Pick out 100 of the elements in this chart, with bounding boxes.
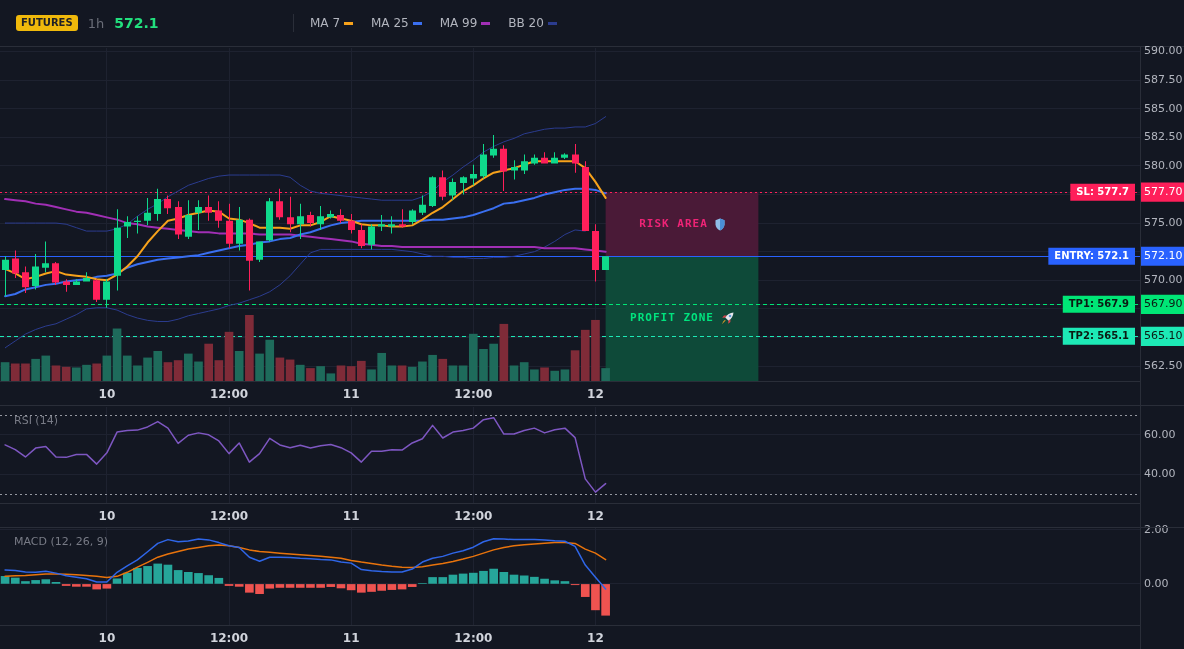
bar [509, 574, 519, 584]
bar [173, 570, 183, 584]
x-tick-label: 10 [98, 387, 116, 402]
y-tick-label: 565.10 [1144, 329, 1183, 343]
bar [214, 360, 224, 381]
candlestick [561, 153, 568, 159]
bar [397, 365, 407, 381]
candlestick [490, 134, 497, 158]
bar [560, 369, 570, 381]
bar [112, 578, 122, 584]
bar [102, 355, 112, 381]
bar [61, 366, 71, 381]
bar [540, 367, 549, 381]
y-tick-label: 567.90 [1144, 297, 1183, 311]
candlestick [93, 279, 100, 303]
candlestick [297, 203, 304, 240]
x-tick-label: 11 [342, 509, 360, 524]
candlestick [185, 200, 192, 240]
bar [285, 584, 295, 588]
candlestick [215, 201, 222, 228]
y-tick-label: 587.50 [1144, 72, 1183, 86]
candlestick [460, 176, 467, 195]
bar [224, 331, 234, 381]
candlestick [73, 279, 80, 285]
candlestick [551, 152, 558, 164]
y-tick-label: 0.00 [1144, 576, 1169, 590]
band-label: RISK AREA [639, 217, 708, 231]
candlestick [134, 216, 141, 234]
bar [560, 581, 570, 584]
bar [346, 584, 356, 591]
candlestick [399, 209, 406, 228]
bar [387, 584, 397, 590]
x-tick-label: 12 [587, 387, 604, 402]
candlestick [154, 188, 161, 221]
x-tick-label: 12 [587, 631, 604, 646]
ref-line-label: ENTRY: 572.1 [1054, 250, 1130, 262]
text: FUTURES [16, 15, 78, 31]
x-tick-label: 12 [587, 509, 604, 524]
bar [163, 564, 173, 584]
x-tick-label: 12:00 [209, 509, 249, 524]
bar [234, 350, 244, 381]
bar [336, 365, 346, 381]
bar [387, 365, 397, 381]
x-tick-label: 12:00 [209, 387, 249, 402]
bar [163, 362, 173, 381]
candlestick [63, 279, 70, 292]
candlestick [42, 241, 49, 273]
bar [275, 584, 285, 588]
bar [275, 357, 285, 381]
bar [448, 574, 458, 584]
bar [214, 577, 224, 584]
bar [458, 365, 468, 381]
band-label: PROFIT ZONE [630, 311, 714, 325]
y-tick-label: 575.00 [1144, 215, 1183, 229]
candlestick [388, 216, 395, 234]
bar [295, 364, 305, 381]
bar [285, 359, 295, 381]
y-tick-label: 585.00 [1144, 101, 1183, 115]
bar [51, 365, 61, 381]
x-tick-label: 12:00 [209, 631, 249, 646]
candlestick [205, 195, 212, 221]
y-tick-label: 572.10 [1144, 249, 1183, 263]
candlestick [317, 205, 324, 230]
x-tick-label: 12:00 [454, 509, 493, 524]
y-tick-label: 562.50 [1144, 358, 1183, 372]
candlestick [124, 216, 131, 238]
candlestick [287, 196, 294, 233]
legend-label: MA 25 [371, 16, 409, 30]
x-tick-label: 12:00 [454, 631, 493, 646]
x-tick-label: 10 [98, 631, 116, 646]
bar [550, 370, 560, 381]
y-tick-label: 580.00 [1144, 158, 1183, 172]
x-tick-label: 11 [342, 631, 360, 646]
text: 1h [87, 15, 105, 31]
bar [438, 358, 448, 381]
bar [0, 362, 10, 381]
y-tick-label: 570.00 [1144, 273, 1183, 287]
y-tick-label: 590.00 [1144, 44, 1183, 58]
ref-line-label: TP2: 565.1 [1068, 330, 1130, 342]
candlestick [572, 144, 579, 173]
bar [509, 365, 519, 381]
candlestick [409, 209, 416, 225]
ref-line-label: SL: 577.7 [1076, 186, 1130, 198]
candlestick [52, 261, 59, 285]
candlestick [103, 279, 110, 308]
bar [306, 368, 315, 381]
y-tick-label: 40.00 [1144, 467, 1176, 481]
candlestick [195, 200, 202, 230]
legend-label: MA 99 [439, 16, 478, 30]
candlestick [337, 209, 344, 224]
x-tick-label: 11 [342, 387, 360, 402]
bar [102, 584, 112, 589]
candlestick [449, 178, 456, 201]
bar [204, 343, 213, 381]
candlestick [256, 241, 263, 262]
bar [499, 323, 509, 381]
bar [92, 363, 102, 381]
legend-label: MA 7 [310, 16, 341, 30]
bar [173, 360, 183, 381]
text: 572.1 [114, 15, 159, 31]
